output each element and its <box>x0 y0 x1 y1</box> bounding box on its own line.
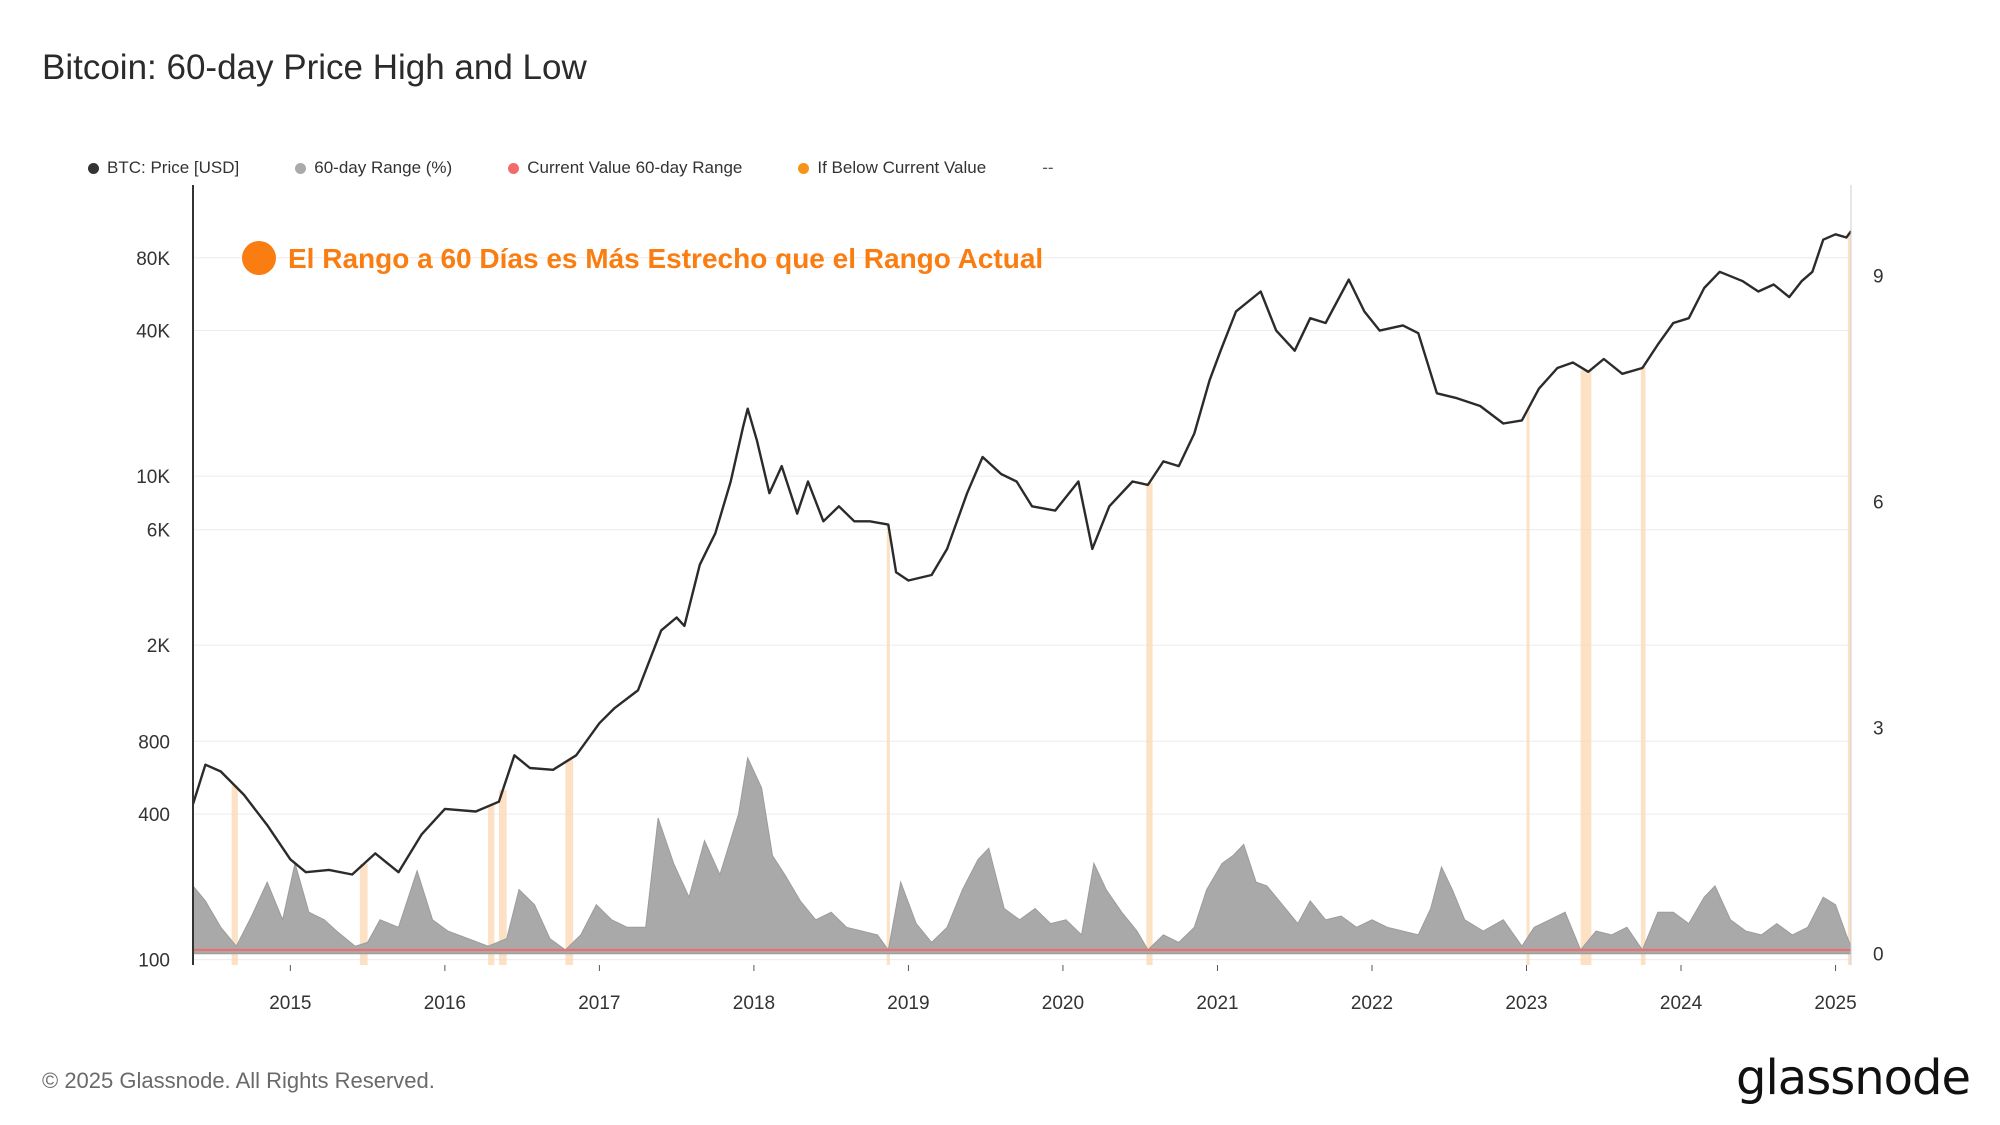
highlight-band-3 <box>498 790 507 965</box>
x-label-9: 2024 <box>1660 993 1703 1014</box>
y-left-label-4: 2K <box>147 636 171 657</box>
highlight-bands <box>231 233 1851 965</box>
highlight-band-1 <box>359 863 368 965</box>
x-label-7: 2022 <box>1351 993 1393 1014</box>
highlight-band-4 <box>565 759 574 965</box>
y-right-tick-labels: 9 6 3 0 <box>1873 266 1884 965</box>
highlight-band-6 <box>1146 482 1153 965</box>
legend-label-price: BTC: Price [USD] <box>107 158 240 177</box>
x-label-1: 2016 <box>424 993 466 1014</box>
highlight-band-7 <box>1526 408 1530 965</box>
chart-title: Bitcoin: 60-day Price High and Low <box>42 48 587 87</box>
legend-dot-price <box>88 162 99 174</box>
x-tick-labels: 2015 2016 2017 2018 2019 2020 2021 2022 2023 2024… <box>269 965 1857 1014</box>
x-label-3: 2018 <box>733 993 775 1014</box>
y-left-label-7: 100 <box>138 951 170 972</box>
legend-dot-current-value <box>508 162 520 174</box>
legend-label-current-value: Current Value 60-day Range <box>527 158 743 177</box>
y-left-label-1: 40K <box>136 322 170 343</box>
glassnode-logo: glassnode <box>1735 1050 1971 1106</box>
legend: BTC: Price [USD] 60-day Range (%) Curren… <box>88 156 1110 180</box>
x-label-8: 2023 <box>1505 993 1547 1014</box>
x-label-4: 2019 <box>887 993 929 1014</box>
highlight-band-5 <box>886 524 890 965</box>
y-left-label-0: 80K <box>136 249 170 270</box>
legend-item-price[interactable]: BTC: Price [USD] <box>88 158 239 178</box>
annotation-dot <box>242 241 276 275</box>
legend-dot-range <box>295 162 307 174</box>
x-label-6: 2021 <box>1196 993 1238 1014</box>
y-right-label-3: 0 <box>1873 945 1884 966</box>
x-label-2: 2017 <box>578 993 620 1014</box>
annotation: El Rango a 60 Días es Más Estrecho que e… <box>242 241 1043 275</box>
price-line-series <box>191 230 1852 876</box>
y-left-label-5: 800 <box>138 732 170 753</box>
legend-label-range: 60-day Range (%) <box>314 158 453 177</box>
x-label-5: 2020 <box>1042 993 1084 1014</box>
y-right-label-0: 9 <box>1873 266 1884 287</box>
highlight-band-2 <box>488 804 495 965</box>
x-label-0: 2015 <box>269 993 311 1014</box>
legend-label-below-current: If Below Current Value <box>817 158 987 177</box>
grid-lines <box>193 257 1851 961</box>
legend-item-range[interactable]: 60-day Range (%) <box>295 158 452 178</box>
range-area-series <box>192 756 1852 955</box>
y-left-tick-labels: 80K 40K 10K 6K 2K 800 400 100 <box>136 249 170 972</box>
highlight-band-8 <box>1580 370 1592 965</box>
y-left-label-3: 6K <box>147 521 171 542</box>
legend-item-current-value[interactable]: Current Value 60-day Range <box>508 158 742 178</box>
y-left-label-6: 400 <box>138 805 170 826</box>
highlight-band-0 <box>231 785 238 965</box>
range-area-path <box>192 756 1852 955</box>
legend-item-below-current[interactable]: If Below Current Value <box>798 158 986 178</box>
axes <box>192 185 1852 965</box>
annotation-text: El Rango a 60 Días es Más Estrecho que e… <box>288 243 1043 274</box>
y-right-label-2: 3 <box>1873 719 1884 740</box>
legend-extra: -- <box>1042 158 1054 177</box>
y-left-label-2: 10K <box>136 467 170 488</box>
highlight-band-10 <box>1847 233 1851 965</box>
x-label-10: 2025 <box>1814 993 1856 1014</box>
y-right-label-1: 6 <box>1873 493 1884 514</box>
legend-dot-below-current <box>798 162 810 174</box>
price-line-path <box>191 230 1852 876</box>
highlight-band-9 <box>1640 366 1646 965</box>
copyright-footer: © 2025 Glassnode. All Rights Reserved. <box>42 1068 435 1093</box>
